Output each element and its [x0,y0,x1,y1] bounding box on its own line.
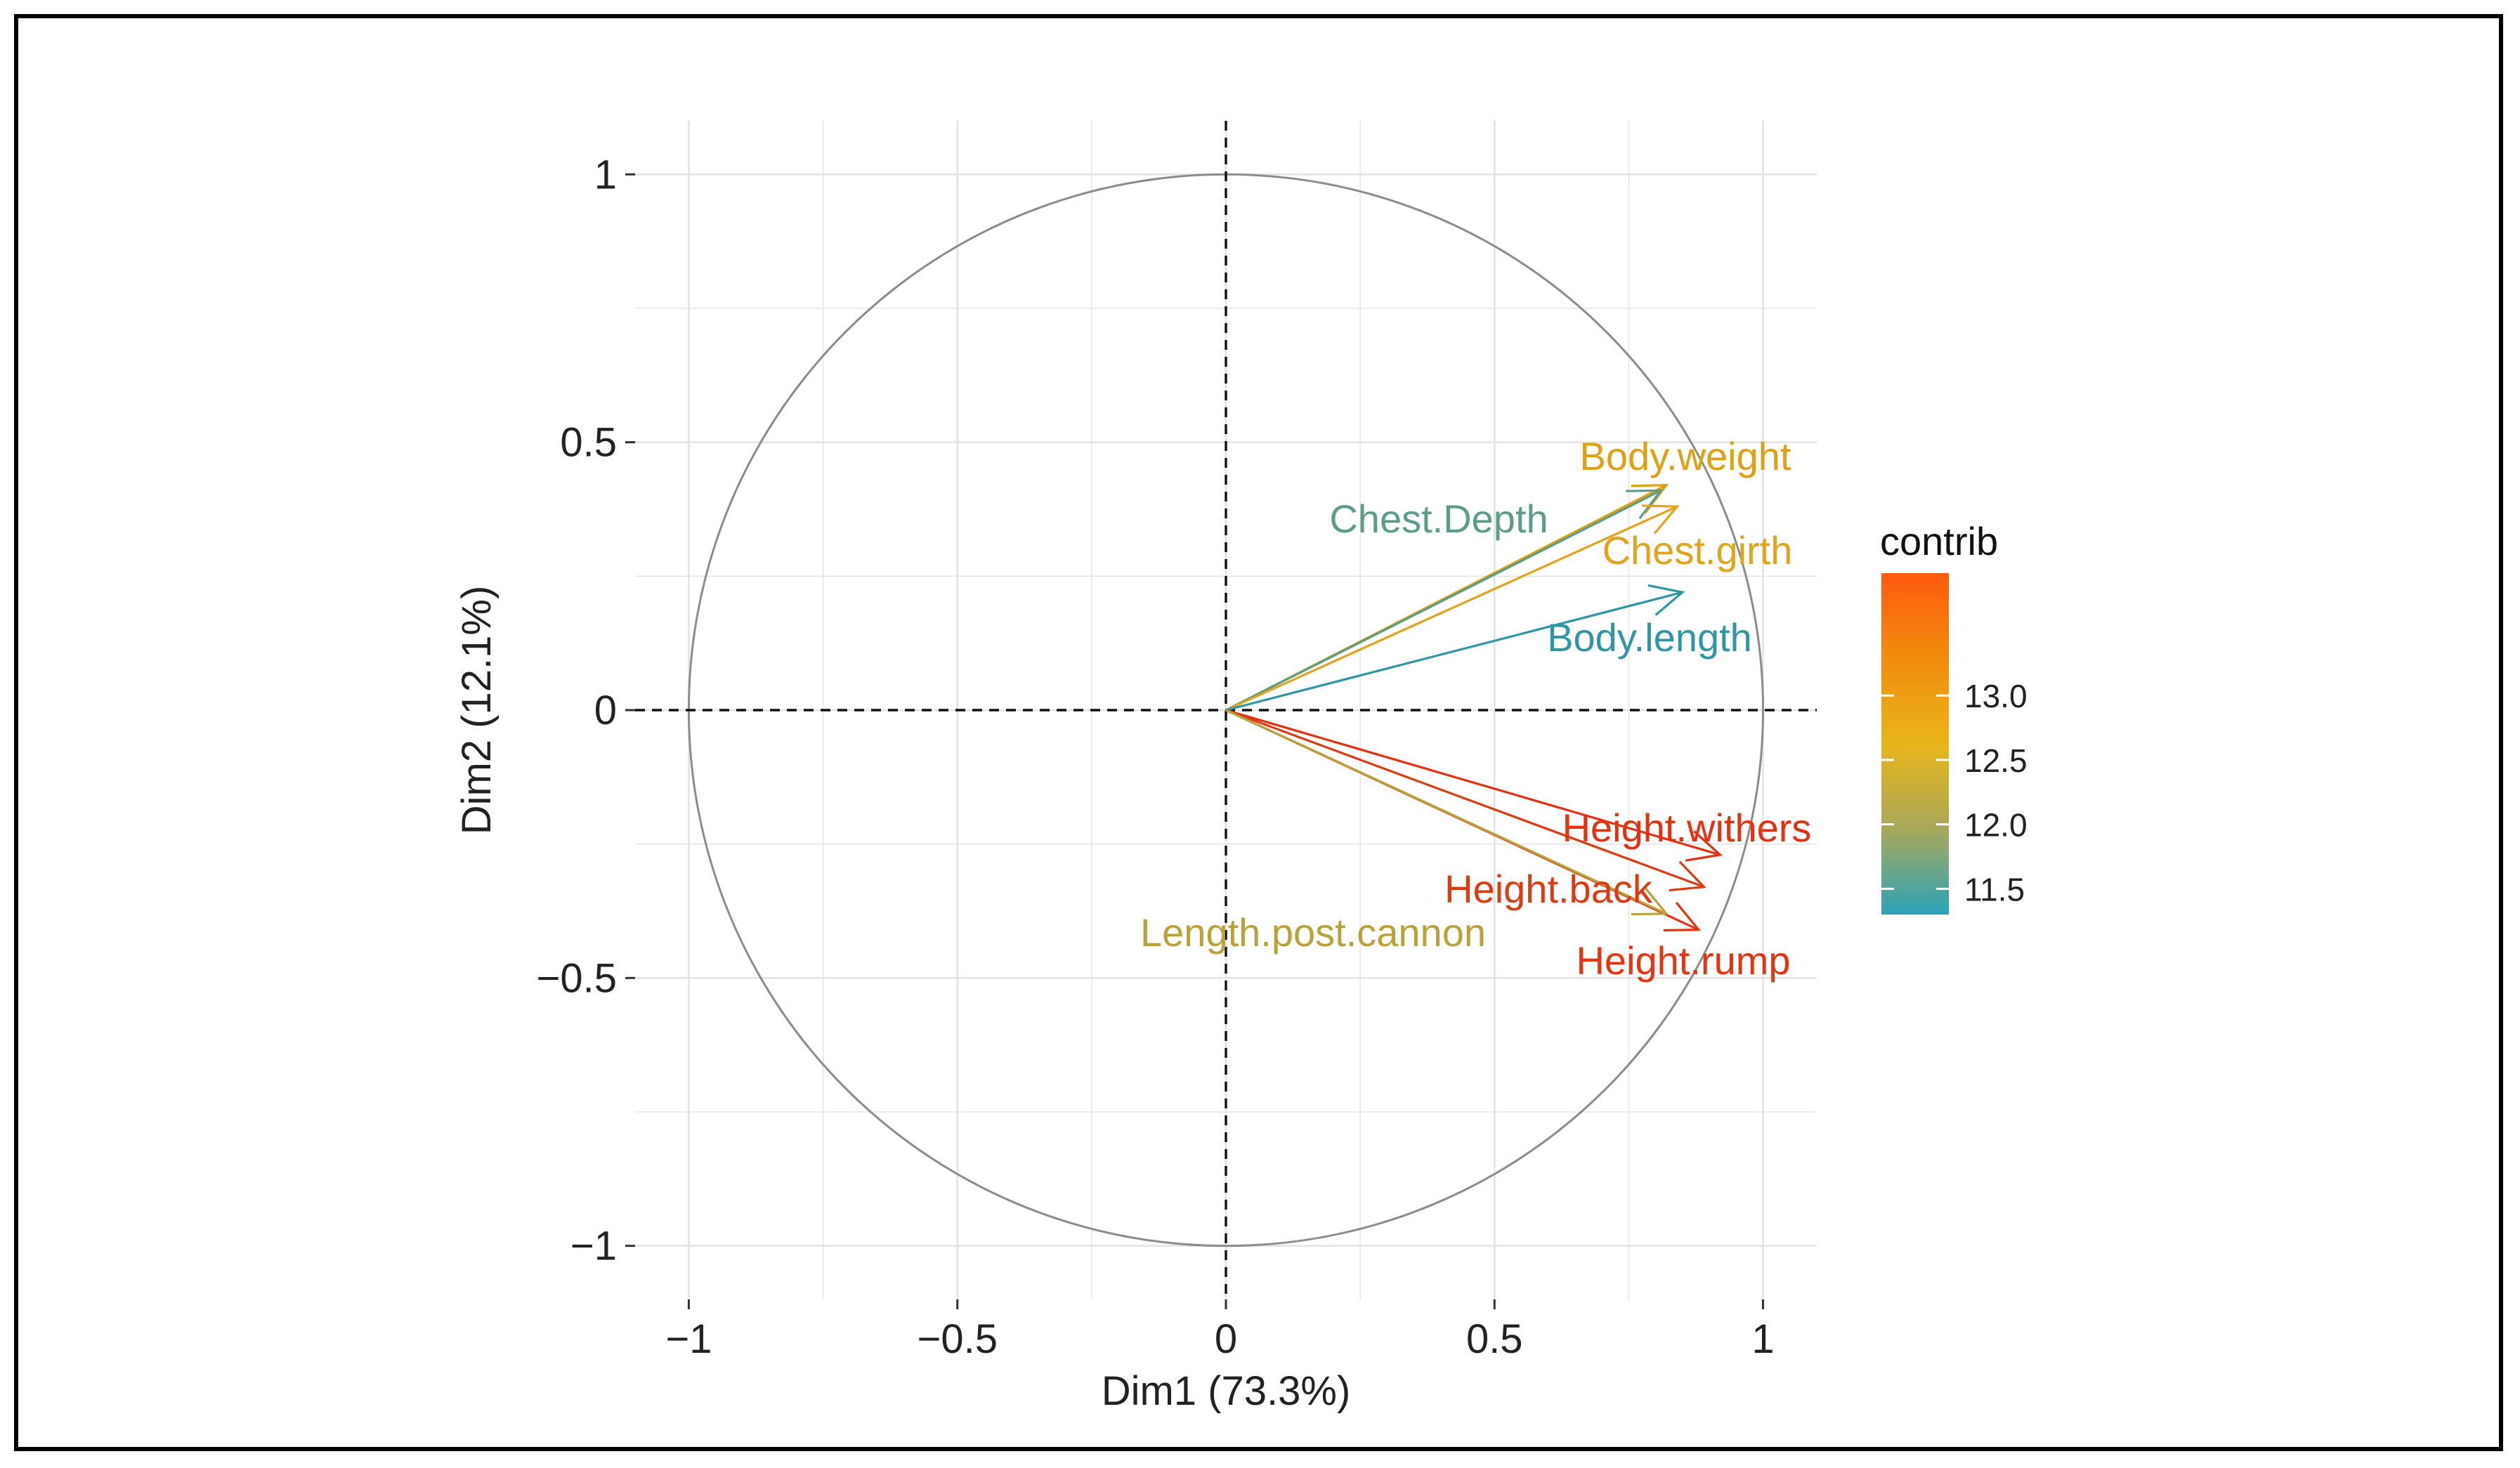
legend-color-bar [1881,573,1949,915]
arrow-shaft [1225,709,1721,856]
y-axis-label: Dim2 (12.1%) [454,586,500,835]
legend-tick-label: 12.0 [1964,807,2028,844]
legend: contrib 11.5 12.0 12.5 13.0 [1880,519,2028,915]
arrow-head [1685,830,1723,862]
legend-tick-label: 11.5 [1964,871,2025,907]
x-axis-label: Dim1 (73.3%) [1102,1368,1351,1414]
arrow-head [1669,860,1706,892]
arrow-length-post-cannon [1225,709,1669,916]
arrow-shaft [1225,505,1678,712]
label-height-withers: Height.withers [1562,806,1812,850]
x-tick-label: −1 [665,1316,712,1362]
arrow-head [1663,902,1702,932]
legend-tick-label: 13.0 [1964,678,2028,714]
arrow-body-length [1225,584,1685,712]
pca-variables-chart: −1 −0.5 0 0.5 1 −1 −0.5 0 0.5 1 Body.weight Chest.… [454,121,2028,1414]
y-tick-label: −1 [570,1224,617,1269]
arrow-shaft [1225,709,1705,889]
y-tick-label: 0.5 [560,420,617,466]
label-height-rump: Height.rump [1576,938,1790,983]
variable-arrows [1225,483,1723,932]
arrow-height-withers [1225,709,1723,862]
x-tick-label: −0.5 [917,1316,998,1362]
axes: −1 −0.5 0 0.5 1 −1 −0.5 0 0.5 1 [537,152,1775,1362]
arrow-shaft [1225,709,1667,915]
arrow-chest-depth [1225,489,1664,712]
figure-frame: −1 −0.5 0 0.5 1 −1 −0.5 0 0.5 1 Body.weight Chest.… [14,14,2503,1451]
arrow-head [1626,489,1664,519]
arrow-shaft [1225,489,1662,712]
x-tick-label: 0.5 [1466,1316,1523,1362]
legend-ticks: 11.5 12.0 12.5 13.0 [1881,678,2028,907]
label-chest-girth: Chest.girth [1602,528,1793,572]
y-tick-label: −0.5 [537,955,618,1001]
arrow-chest-girth [1225,504,1680,712]
label-length-post-cannon: Length.post.cannon [1140,910,1486,955]
label-height-back: Height.back [1444,867,1653,911]
arrow-head [1631,886,1669,916]
label-body-length: Body.length [1547,615,1752,660]
x-tick-label: 0 [1215,1316,1237,1362]
arrow-shaft [1225,591,1683,712]
x-tick-label: 1 [1751,1316,1774,1362]
arrow-head [1647,584,1685,616]
arrow-head [1642,504,1680,535]
variable-labels: Body.weight Chest.Depth Chest.girth Body.le… [1140,434,1811,983]
legend-tick-label: 12.5 [1964,742,2028,779]
label-body-weight: Body.weight [1580,434,1791,478]
y-tick-label: 1 [594,152,617,197]
legend-title: contrib [1880,519,1998,563]
y-tick-label: 0 [594,688,617,733]
label-chest-depth: Chest.Depth [1329,497,1548,541]
arrow-height-back [1225,709,1706,892]
